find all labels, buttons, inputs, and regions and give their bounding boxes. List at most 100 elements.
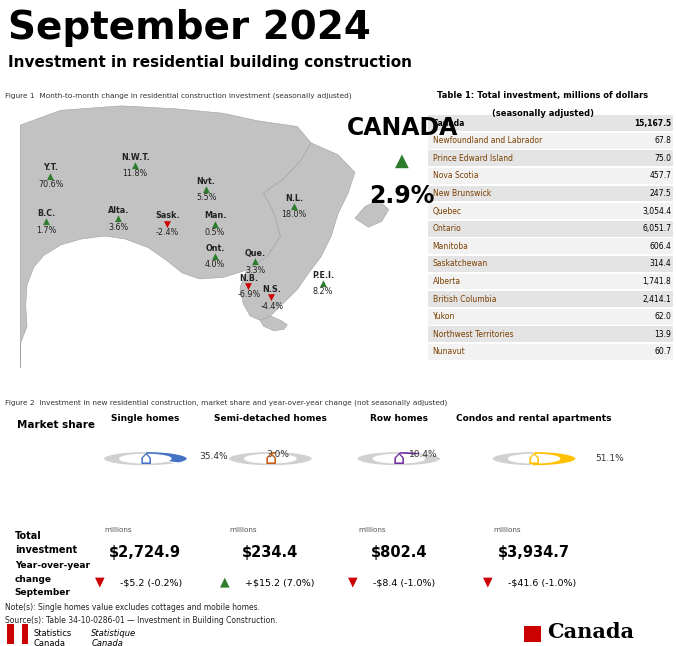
Text: $234.4: $234.4 — [242, 545, 299, 561]
Text: Nunavut: Nunavut — [433, 348, 465, 357]
Text: Ont.: Ont. — [206, 244, 224, 253]
Text: September: September — [15, 588, 71, 597]
Text: N.B.: N.B. — [239, 273, 258, 282]
Wedge shape — [399, 452, 425, 455]
Text: $2,724.9: $2,724.9 — [110, 545, 181, 561]
Text: -6.9%: -6.9% — [237, 290, 260, 299]
Text: Year-over-year: Year-over-year — [15, 561, 90, 570]
Wedge shape — [145, 452, 187, 463]
Polygon shape — [240, 143, 355, 320]
Text: Statistics: Statistics — [34, 629, 72, 638]
Text: Semi-detached homes: Semi-detached homes — [214, 414, 327, 423]
Text: Statistique: Statistique — [91, 629, 137, 638]
Text: Nvt.: Nvt. — [197, 177, 216, 186]
FancyBboxPatch shape — [428, 256, 673, 272]
Text: ▲: ▲ — [212, 252, 218, 261]
Text: Que.: Que. — [245, 249, 266, 258]
Text: Source(s): Table 34-10-0286-01 — Investment in Building Construction.: Source(s): Table 34-10-0286-01 — Investm… — [5, 616, 278, 625]
FancyBboxPatch shape — [14, 625, 22, 643]
Text: Note(s): Single homes value excludes cottages and mobile homes.: Note(s): Single homes value excludes cot… — [5, 603, 260, 612]
Text: 2.9%: 2.9% — [370, 184, 435, 208]
Text: Single homes: Single homes — [111, 414, 180, 423]
Text: British Columbia: British Columbia — [433, 295, 496, 304]
Text: millions: millions — [105, 526, 132, 533]
Text: -2.4%: -2.4% — [156, 227, 179, 236]
Text: CANADA: CANADA — [347, 116, 458, 140]
Text: 10.4%: 10.4% — [409, 450, 437, 459]
Text: -$8.4 (-1.0%): -$8.4 (-1.0%) — [373, 579, 435, 588]
Text: Saskatchewan: Saskatchewan — [433, 259, 488, 268]
FancyBboxPatch shape — [428, 221, 673, 236]
Text: Alta.: Alta. — [107, 206, 129, 215]
Text: 11.8%: 11.8% — [122, 169, 148, 178]
Text: 314.4: 314.4 — [650, 259, 671, 268]
Text: 15,167.5: 15,167.5 — [634, 118, 671, 127]
Text: ▼: ▼ — [348, 576, 358, 589]
Text: Manitoba: Manitoba — [433, 242, 468, 251]
Text: 2,414.1: 2,414.1 — [642, 295, 671, 304]
FancyBboxPatch shape — [428, 291, 673, 307]
Text: 6,051.7: 6,051.7 — [642, 224, 671, 233]
Text: 35.4%: 35.4% — [199, 452, 228, 461]
Text: 5.5%: 5.5% — [196, 193, 216, 202]
Text: investment: investment — [15, 545, 77, 556]
Text: ▲: ▲ — [220, 576, 229, 589]
Text: Sask.: Sask. — [155, 211, 180, 220]
Text: N.W.T.: N.W.T. — [121, 153, 149, 162]
Text: ▲: ▲ — [320, 278, 327, 287]
Text: Newfoundland and Labrador: Newfoundland and Labrador — [433, 136, 542, 145]
Wedge shape — [492, 452, 576, 466]
Text: Northwest Territories: Northwest Territories — [433, 329, 513, 339]
Text: 1,741.8: 1,741.8 — [642, 277, 671, 286]
Text: New Brunswick: New Brunswick — [433, 189, 491, 198]
Text: September 2024: September 2024 — [8, 9, 371, 47]
Text: -4.4%: -4.4% — [260, 302, 283, 311]
Text: -$5.2 (-0.2%): -$5.2 (-0.2%) — [120, 579, 182, 588]
Text: ⌂: ⌂ — [139, 449, 151, 468]
Wedge shape — [531, 452, 576, 466]
Text: 3.0%: 3.0% — [266, 450, 289, 459]
Text: 457.7: 457.7 — [650, 171, 671, 180]
Text: 51.1%: 51.1% — [596, 454, 624, 463]
Text: +$15.2 (7.0%): +$15.2 (7.0%) — [245, 579, 314, 588]
Text: 606.4: 606.4 — [650, 242, 671, 251]
Text: Canada: Canada — [433, 118, 465, 127]
Text: ▼: ▼ — [164, 220, 171, 229]
Text: 4.0%: 4.0% — [205, 260, 225, 269]
Text: 8.2%: 8.2% — [313, 287, 333, 296]
Text: change: change — [15, 575, 52, 584]
Text: 62.0: 62.0 — [654, 312, 671, 321]
Text: ▲: ▲ — [395, 152, 409, 170]
Text: ▲: ▲ — [47, 171, 54, 180]
Text: Table 1: Total investment, millions of dollars: Table 1: Total investment, millions of d… — [437, 91, 648, 100]
Text: ▲: ▲ — [115, 214, 122, 224]
FancyBboxPatch shape — [428, 168, 673, 183]
FancyBboxPatch shape — [524, 626, 541, 642]
Text: Ontario: Ontario — [433, 224, 462, 233]
Text: Nova Scotia: Nova Scotia — [433, 171, 478, 180]
Text: 3.6%: 3.6% — [108, 223, 128, 232]
Text: Quebec: Quebec — [433, 207, 462, 216]
Text: ⌂: ⌂ — [393, 449, 405, 468]
Text: ▲: ▲ — [43, 217, 49, 226]
Text: ▲: ▲ — [132, 161, 139, 170]
Polygon shape — [260, 316, 287, 331]
Text: Canada: Canada — [91, 640, 123, 646]
Text: Condos and rental apartments: Condos and rental apartments — [456, 414, 612, 423]
FancyBboxPatch shape — [428, 115, 673, 131]
Wedge shape — [228, 452, 312, 466]
Text: Row homes: Row homes — [370, 414, 428, 423]
Text: ⌂: ⌂ — [528, 449, 540, 468]
Text: 13.9: 13.9 — [654, 329, 671, 339]
FancyBboxPatch shape — [428, 132, 673, 149]
Text: Figure 2  Investment in new residential construction, market share and year-over: Figure 2 Investment in new residential c… — [5, 400, 447, 406]
Text: 60.7: 60.7 — [654, 348, 671, 357]
Text: Canada: Canada — [34, 640, 66, 646]
Text: 3.3%: 3.3% — [245, 266, 266, 275]
FancyBboxPatch shape — [428, 273, 673, 289]
Text: 3,054.4: 3,054.4 — [642, 207, 671, 216]
Text: Market share: Market share — [17, 421, 95, 430]
Text: 1.7%: 1.7% — [36, 225, 56, 234]
FancyBboxPatch shape — [428, 309, 673, 324]
Text: millions: millions — [358, 526, 386, 533]
